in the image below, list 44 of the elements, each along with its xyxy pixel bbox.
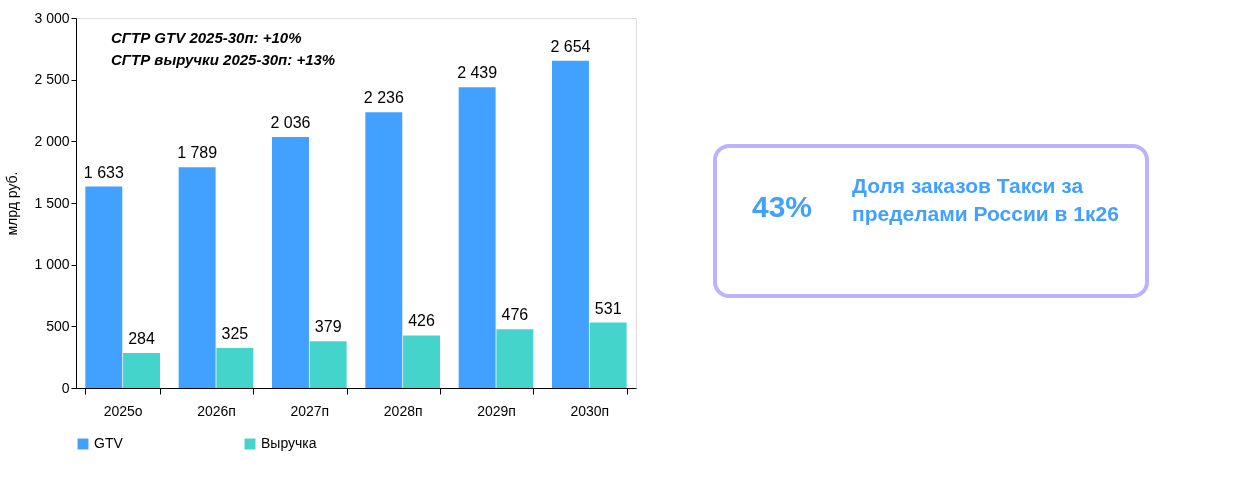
- text: Доля заказов Такси за пределами России в 1к26: [852, 174, 1119, 225]
- y-tick-label: 2 000: [34, 132, 70, 149]
- data-label: 426: [408, 312, 435, 330]
- x-tick-label: 2025о: [103, 402, 143, 419]
- data-label: 1 633: [83, 163, 124, 181]
- data-label: 2 236: [363, 89, 404, 107]
- legend-label: GTV: [94, 435, 124, 451]
- bar: [178, 167, 216, 388]
- x-tick-label: 2029п: [477, 402, 516, 419]
- data-label: 325: [221, 324, 249, 342]
- y-tick-label: 3 000: [34, 9, 70, 26]
- y-tick-label: 1 500: [34, 194, 70, 211]
- x-tick-label: 2028п: [383, 402, 423, 419]
- text: 43%: [752, 190, 813, 223]
- bar: [589, 322, 627, 388]
- annotation: СГТР GTV 2025-30п: +10%: [111, 29, 302, 46]
- data-label: 2 439: [457, 64, 498, 82]
- data-label: 2 654: [550, 37, 591, 55]
- data-label: 379: [314, 318, 342, 336]
- y-tick-label: 2 500: [34, 71, 70, 88]
- legend-label: Выручка: [261, 435, 317, 451]
- y-tick-label: 0: [61, 379, 70, 396]
- x-tick-label: 2030п: [570, 402, 610, 419]
- data-label: 476: [501, 306, 529, 324]
- bar: [272, 136, 309, 388]
- data-label: 531: [594, 299, 622, 317]
- bar: [123, 352, 160, 388]
- y-tick-label: 500: [46, 317, 70, 334]
- x-tick-label: 2026п: [197, 402, 236, 419]
- bar: [403, 335, 440, 388]
- bar: [365, 112, 403, 388]
- y-axis-title: млрд руб.: [4, 171, 21, 236]
- data-label: 2 036: [270, 113, 311, 131]
- bar: [309, 341, 347, 388]
- data-label: 284: [128, 329, 155, 347]
- bar: [496, 329, 534, 388]
- bar: [552, 60, 589, 388]
- bar: [458, 87, 496, 388]
- bar: [216, 347, 254, 388]
- data-label: 1 789: [177, 144, 218, 162]
- x-tick-label: 2027п: [290, 402, 330, 419]
- y-tick-label: 1 000: [34, 256, 70, 273]
- bar: [85, 186, 123, 388]
- annotation: СГТР выручки 2025-30п: +13%: [111, 51, 336, 68]
